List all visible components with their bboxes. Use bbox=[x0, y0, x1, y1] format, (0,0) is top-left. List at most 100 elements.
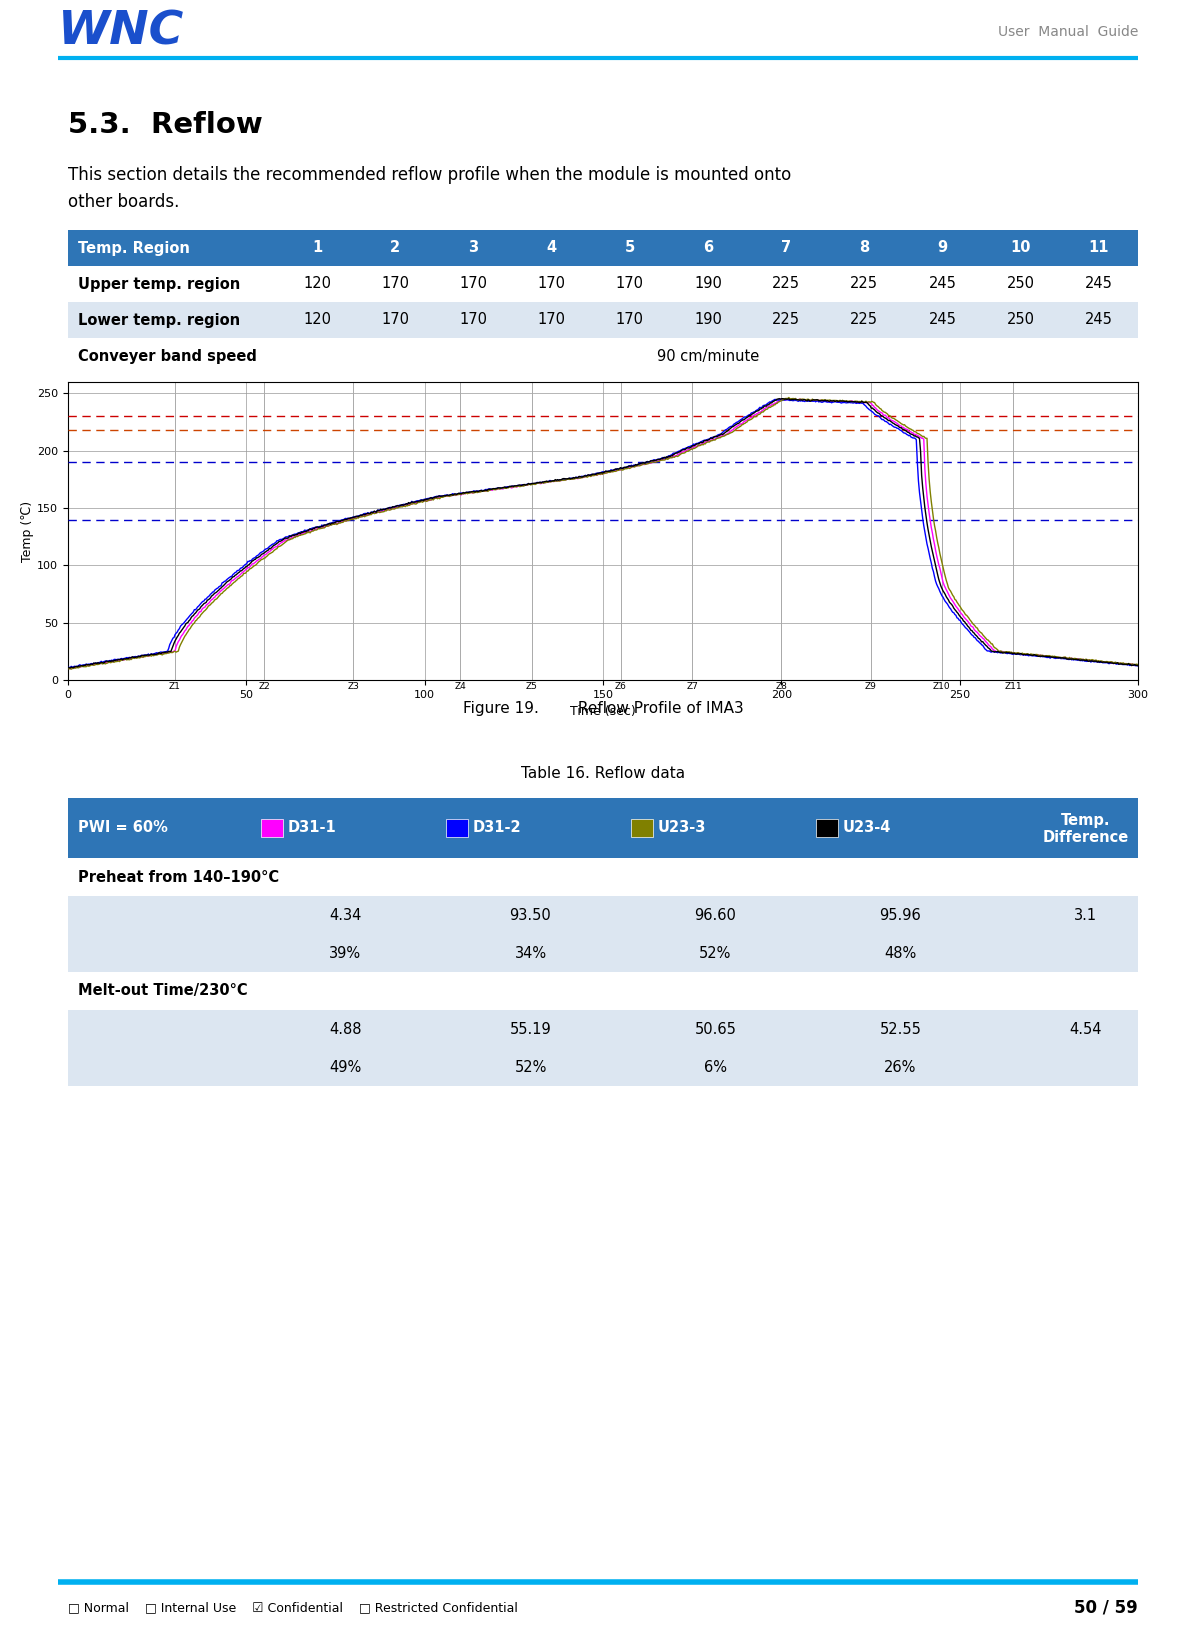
Text: Conveyer band speed: Conveyer band speed bbox=[78, 349, 257, 363]
Text: 4.88: 4.88 bbox=[329, 1022, 361, 1037]
Text: 6%: 6% bbox=[704, 1060, 727, 1074]
Text: 225: 225 bbox=[773, 277, 800, 292]
Text: 93.50: 93.50 bbox=[509, 908, 551, 923]
Text: 49%: 49% bbox=[329, 1060, 361, 1074]
Text: U23-3: U23-3 bbox=[658, 820, 707, 836]
Bar bbox=[446, 818, 468, 836]
Text: 2: 2 bbox=[390, 241, 401, 256]
Text: Figure 19.        Reflow Profile of IMA3: Figure 19. Reflow Profile of IMA3 bbox=[463, 701, 744, 716]
Bar bbox=[816, 818, 838, 836]
Text: 190: 190 bbox=[694, 313, 722, 328]
Text: 34%: 34% bbox=[514, 945, 547, 960]
Text: 1: 1 bbox=[312, 241, 322, 256]
Text: 170: 170 bbox=[538, 313, 566, 328]
Text: Z7: Z7 bbox=[687, 683, 698, 691]
Text: 5.3.  Reflow: 5.3. Reflow bbox=[68, 111, 263, 139]
Text: 225: 225 bbox=[850, 313, 878, 328]
Text: 39%: 39% bbox=[329, 945, 361, 960]
Text: 120: 120 bbox=[303, 277, 331, 292]
Text: 52%: 52% bbox=[700, 945, 732, 960]
Text: Z3: Z3 bbox=[347, 683, 359, 691]
X-axis label: Time (sec): Time (sec) bbox=[570, 706, 636, 719]
Text: Z2: Z2 bbox=[258, 683, 270, 691]
Text: Z4: Z4 bbox=[454, 683, 466, 691]
Text: Z8: Z8 bbox=[775, 683, 787, 691]
Text: D31-1: D31-1 bbox=[288, 820, 337, 836]
Text: 50.65: 50.65 bbox=[695, 1022, 737, 1037]
Text: 250: 250 bbox=[1007, 313, 1035, 328]
Bar bbox=[631, 818, 653, 836]
Text: Z5: Z5 bbox=[526, 683, 538, 691]
Text: □ Normal    □ Internal Use    ☑ Confidential    □ Restricted Confidential: □ Normal □ Internal Use ☑ Confidential □… bbox=[68, 1602, 518, 1614]
Text: 170: 170 bbox=[382, 277, 409, 292]
Text: 6: 6 bbox=[703, 241, 713, 256]
Text: 55.19: 55.19 bbox=[509, 1022, 551, 1037]
Text: 245: 245 bbox=[928, 313, 957, 328]
Bar bbox=[68, 302, 1139, 337]
Text: 8: 8 bbox=[859, 241, 869, 256]
Bar bbox=[68, 1048, 1139, 1086]
Text: 190: 190 bbox=[694, 277, 722, 292]
Text: Upper temp. region: Upper temp. region bbox=[78, 277, 240, 292]
Text: 250: 250 bbox=[1007, 277, 1035, 292]
Text: 5: 5 bbox=[624, 241, 635, 256]
Bar bbox=[68, 799, 1139, 857]
Text: 225: 225 bbox=[773, 313, 800, 328]
Bar bbox=[68, 337, 1139, 373]
Text: Z10: Z10 bbox=[933, 683, 951, 691]
Text: 4.34: 4.34 bbox=[329, 908, 361, 923]
Text: 245: 245 bbox=[928, 277, 957, 292]
Text: 95.96: 95.96 bbox=[879, 908, 921, 923]
Text: PWI = 60%: PWI = 60% bbox=[78, 820, 167, 836]
Text: 245: 245 bbox=[1085, 277, 1112, 292]
Text: 170: 170 bbox=[538, 277, 566, 292]
Text: WNC: WNC bbox=[57, 10, 184, 54]
Text: Z1: Z1 bbox=[169, 683, 181, 691]
Text: 26%: 26% bbox=[884, 1060, 916, 1074]
Text: This section details the recommended reflow profile when the module is mounted o: This section details the recommended ref… bbox=[68, 166, 792, 184]
Bar bbox=[68, 934, 1139, 971]
Y-axis label: Temp (℃): Temp (℃) bbox=[22, 500, 35, 562]
Text: U23-4: U23-4 bbox=[843, 820, 891, 836]
Text: Z11: Z11 bbox=[1005, 683, 1021, 691]
Text: 3.1: 3.1 bbox=[1074, 908, 1097, 923]
Text: Difference: Difference bbox=[1043, 831, 1129, 846]
Text: 52%: 52% bbox=[514, 1060, 547, 1074]
Text: 4: 4 bbox=[547, 241, 556, 256]
Text: Melt-out Time/230°C: Melt-out Time/230°C bbox=[78, 983, 248, 999]
Text: 50 / 59: 50 / 59 bbox=[1074, 1599, 1139, 1617]
Text: other boards.: other boards. bbox=[68, 192, 179, 210]
Text: 7: 7 bbox=[781, 241, 792, 256]
Text: 245: 245 bbox=[1085, 313, 1112, 328]
Text: User  Manual  Guide: User Manual Guide bbox=[997, 24, 1139, 39]
Bar bbox=[68, 971, 1139, 1011]
Text: D31-2: D31-2 bbox=[472, 820, 521, 836]
Text: Z9: Z9 bbox=[865, 683, 877, 691]
Text: Lower temp. region: Lower temp. region bbox=[78, 313, 240, 328]
Text: Z6: Z6 bbox=[615, 683, 627, 691]
Text: 170: 170 bbox=[459, 313, 488, 328]
Text: 48%: 48% bbox=[884, 945, 916, 960]
Text: Temp. Region: Temp. Region bbox=[78, 241, 190, 256]
Text: 170: 170 bbox=[382, 313, 409, 328]
Text: 4.54: 4.54 bbox=[1069, 1022, 1102, 1037]
Text: 170: 170 bbox=[616, 313, 643, 328]
Text: 170: 170 bbox=[459, 277, 488, 292]
Bar bbox=[68, 897, 1139, 934]
Text: 120: 120 bbox=[303, 313, 331, 328]
Text: Table 16. Reflow data: Table 16. Reflow data bbox=[521, 766, 685, 781]
Text: 96.60: 96.60 bbox=[695, 908, 737, 923]
Text: 9: 9 bbox=[938, 241, 947, 256]
Text: 3: 3 bbox=[469, 241, 478, 256]
Text: 11: 11 bbox=[1088, 241, 1109, 256]
Text: Temp.: Temp. bbox=[1061, 812, 1110, 828]
Text: 52.55: 52.55 bbox=[879, 1022, 921, 1037]
Text: 90 cm/minute: 90 cm/minute bbox=[657, 349, 759, 363]
Text: Preheat from 140–190°C: Preheat from 140–190°C bbox=[78, 869, 279, 885]
Text: 10: 10 bbox=[1011, 241, 1031, 256]
Bar bbox=[261, 818, 283, 836]
Bar bbox=[68, 266, 1139, 302]
Bar bbox=[68, 857, 1139, 896]
Bar bbox=[68, 230, 1139, 266]
Text: 225: 225 bbox=[850, 277, 878, 292]
